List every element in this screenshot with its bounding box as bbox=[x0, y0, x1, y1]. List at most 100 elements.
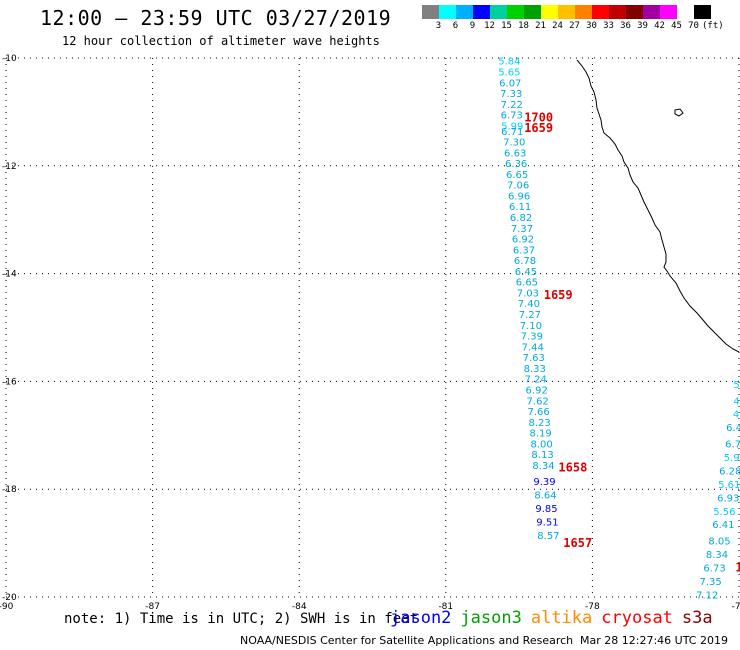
wave-height-label: 6.82 bbox=[510, 213, 532, 224]
wave-height-label: 7.03 bbox=[517, 288, 539, 299]
legend-label: 33 bbox=[603, 21, 614, 31]
wave-height-label: 5 bbox=[733, 380, 739, 391]
legend-swatch bbox=[626, 5, 643, 19]
y-tick-label: -20 bbox=[2, 593, 17, 603]
chart-subtitle: 12 hour collection of altimeter wave hei… bbox=[62, 34, 380, 48]
wave-height-label: 5.56 bbox=[713, 507, 735, 518]
satellite-jason3: jason3 bbox=[460, 608, 522, 628]
wave-height-label: 6.65 bbox=[506, 170, 528, 181]
legend-label: 70 bbox=[688, 21, 699, 31]
wave-height-label: 6.4 bbox=[726, 423, 740, 434]
wave-height-label: 6.71 bbox=[501, 127, 523, 138]
wave-height-label: 9.51 bbox=[536, 518, 558, 529]
wave-height-label: 7.37 bbox=[511, 224, 533, 235]
legend-label: 9 bbox=[469, 21, 476, 31]
wave-height-label: 6.37 bbox=[513, 245, 535, 256]
wave-height-label: 6.07 bbox=[499, 78, 521, 89]
color-legend: 3 6 9 12 15 18 21 24 27 30 33 36 39 42 45 70 (ft) bbox=[422, 5, 724, 33]
time-label: 1700 bbox=[524, 110, 553, 124]
wave-height-label: 8.19 bbox=[529, 429, 551, 440]
legend-swatch bbox=[660, 5, 677, 19]
time-label: 1659 bbox=[524, 121, 553, 135]
footer-note: note: 1) Time is in UTC; 2) SWH is in fe… bbox=[64, 611, 419, 627]
wave-height-label: 6.92 bbox=[526, 385, 548, 396]
legend-swatch bbox=[473, 5, 490, 19]
island bbox=[674, 108, 684, 117]
legend-label: 42 bbox=[654, 21, 665, 31]
legend-label: 24 bbox=[552, 21, 563, 31]
wave-height-label: 7.35 bbox=[700, 577, 722, 588]
legend-swatch bbox=[507, 5, 524, 19]
wave-height-label: 7.62 bbox=[527, 396, 549, 407]
x-tick-label: -84 bbox=[292, 602, 307, 612]
legend-color-boxes bbox=[422, 5, 711, 19]
x-tick-label: -75 bbox=[732, 602, 740, 612]
wave-height-label: 6.7 bbox=[725, 439, 740, 450]
y-tick-label: -16 bbox=[2, 377, 17, 387]
legend-labels: 3 6 9 12 15 18 21 24 27 30 33 36 39 42 45 70 (ft) bbox=[422, 19, 724, 33]
wave-height-label: 6.28 bbox=[719, 466, 740, 477]
wave-height-label: 7.27 bbox=[519, 310, 541, 321]
generated-timestamp: Mar 28 12:27:46 UTC 2019 bbox=[580, 634, 728, 647]
legend-swatch bbox=[643, 5, 660, 19]
credit-line: NOAA/NESDIS Center for Satellite Applica… bbox=[240, 634, 574, 647]
wave-height-label: 4 bbox=[733, 410, 739, 421]
wave-height-label: 8.34 bbox=[706, 550, 728, 561]
legend-label: 27 bbox=[569, 21, 580, 31]
wave-height-label: 7.22 bbox=[501, 100, 523, 111]
legend-label: 3 bbox=[435, 21, 442, 31]
satellite-legend: jason2 jason3 altika cryosat s3a bbox=[390, 608, 722, 628]
legend-swatch bbox=[677, 5, 694, 19]
wave-height-label: 7.39 bbox=[521, 332, 543, 343]
wave-height-label: 9.85 bbox=[535, 504, 557, 515]
x-tick-label: -90 bbox=[0, 602, 14, 612]
legend-label: 18 bbox=[518, 21, 529, 31]
wave-height-label: 6.41 bbox=[712, 520, 734, 531]
y-tick-label: -18 bbox=[2, 485, 17, 495]
wave-height-label: 6.78 bbox=[514, 256, 536, 267]
wave-height-label: 8.57 bbox=[537, 531, 559, 542]
wave-height-label: 8.13 bbox=[531, 450, 553, 461]
x-tick-label: -78 bbox=[585, 602, 600, 612]
wave-height-label: 4 bbox=[733, 396, 739, 407]
satellite-cryosat: cryosat bbox=[601, 608, 673, 628]
wave-height-label: 6.92 bbox=[512, 235, 534, 246]
wave-height-label: 9.39 bbox=[533, 477, 555, 488]
legend-label: 30 bbox=[586, 21, 597, 31]
wave-height-label: 8.34 bbox=[532, 461, 554, 472]
legend-label: 45 bbox=[671, 21, 682, 31]
wave-height-label: 8.33 bbox=[524, 364, 546, 375]
legend-swatch bbox=[439, 5, 456, 19]
wave-height-label: 7.66 bbox=[528, 407, 550, 418]
legend-swatch bbox=[558, 5, 575, 19]
y-tick-label: -12 bbox=[2, 162, 17, 172]
wave-height-label: 5.9 bbox=[724, 453, 740, 464]
legend-swatch bbox=[490, 5, 507, 19]
legend-swatch bbox=[609, 5, 626, 19]
wave-height-label: 7.33 bbox=[500, 89, 522, 100]
legend-label: (ft) bbox=[702, 21, 724, 31]
wave-height-label: 6.11 bbox=[509, 202, 531, 213]
x-tick-label: -81 bbox=[438, 602, 453, 612]
wave-height-label: 7.10 bbox=[520, 321, 542, 332]
x-tick-label: -87 bbox=[145, 602, 160, 612]
wave-height-label: 6.36 bbox=[505, 159, 527, 170]
chart-title: 12:00 – 23:59 UTC 03/27/2019 bbox=[40, 6, 392, 30]
legend-swatch bbox=[694, 5, 711, 19]
y-tick-label: -14 bbox=[2, 270, 17, 280]
satellite-altika: altika bbox=[530, 608, 593, 628]
legend-label: 15 bbox=[501, 21, 512, 31]
wave-height-label: 6.65 bbox=[516, 278, 538, 289]
satellite-jason2: jason2 bbox=[390, 608, 452, 628]
legend-swatch bbox=[422, 5, 439, 19]
wave-height-label: 6.73 bbox=[703, 563, 725, 574]
wave-height-label: 7.24 bbox=[525, 375, 547, 386]
coastline bbox=[576, 59, 740, 353]
wave-height-label: 7.06 bbox=[507, 181, 529, 192]
legend-label: 21 bbox=[535, 21, 546, 31]
legend-swatch bbox=[575, 5, 592, 19]
legend-label: 39 bbox=[637, 21, 648, 31]
wave-height-label: 6.93 bbox=[717, 493, 739, 504]
wave-height-label: 8.05 bbox=[708, 536, 730, 547]
